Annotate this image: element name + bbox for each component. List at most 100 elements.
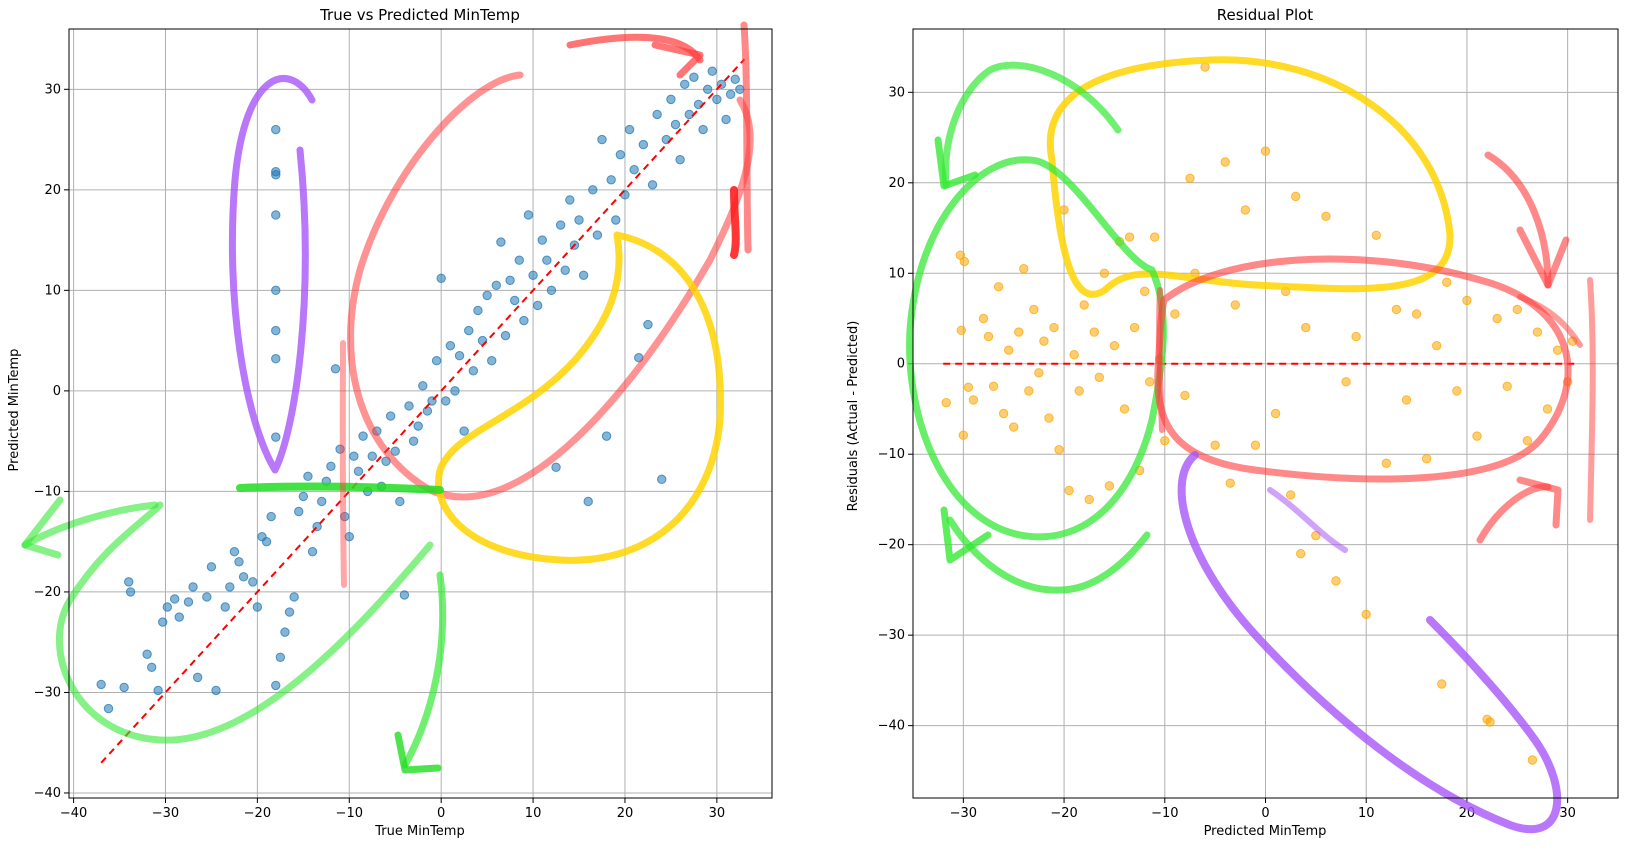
y-tick-label: 20: [44, 183, 61, 198]
data-point: [404, 401, 414, 411]
data-point: [523, 210, 534, 220]
data-point: [624, 124, 635, 135]
data-point: [565, 195, 575, 205]
data-point: [450, 386, 460, 396]
data-point: [487, 356, 497, 366]
data-point: [601, 431, 612, 441]
data-point: [978, 313, 989, 324]
data-point: [271, 680, 281, 691]
y-tick-label: −10: [34, 484, 61, 499]
data-point: [1119, 404, 1130, 414]
data-point: [238, 572, 249, 582]
data-point: [578, 270, 589, 280]
data-point: [941, 397, 951, 408]
data-point: [560, 265, 570, 275]
grid: [913, 29, 1618, 798]
data-point: [500, 330, 511, 341]
annotation-stroke: [228, 75, 316, 474]
data-point: [413, 421, 423, 431]
data-point: [528, 270, 538, 280]
data-point: [1260, 146, 1271, 156]
y-tick-label: −30: [34, 685, 61, 700]
data-point: [1485, 717, 1495, 727]
data-point: [468, 366, 479, 376]
data-point: [998, 408, 1009, 419]
data-point: [1361, 609, 1371, 620]
data-point: [712, 94, 722, 105]
x-tick-label: −20: [1050, 806, 1077, 821]
annotation-strokes: [21, 21, 754, 774]
data-point: [1285, 490, 1296, 500]
data-point: [491, 280, 502, 291]
data-point: [1170, 309, 1180, 319]
data-point: [234, 557, 244, 567]
x-axis-label: Predicted MinTemp: [1204, 824, 1327, 839]
data-point: [399, 590, 410, 600]
data-point: [1522, 435, 1533, 446]
data-point: [390, 446, 400, 456]
data-point: [993, 282, 1004, 292]
data-point: [275, 652, 286, 662]
y-tick-label: 30: [44, 82, 61, 97]
chart-title: Residual Plot: [1217, 6, 1314, 24]
data-point: [956, 325, 967, 335]
x-tick-label: −40: [60, 806, 87, 821]
annotation-stroke: [940, 506, 992, 564]
data-point: [698, 124, 708, 135]
data-point: [1462, 295, 1472, 306]
data-point: [248, 577, 258, 587]
data-point: [1411, 309, 1422, 319]
annotation-stroke: [946, 516, 1151, 594]
annotation-stroke: [1476, 483, 1552, 544]
data-point: [1421, 454, 1432, 464]
data-point: [1054, 444, 1064, 455]
data-point: [220, 602, 230, 612]
data-point: [675, 154, 685, 165]
y-axis-label: Residuals (Actual - Predicted): [846, 321, 861, 512]
data-point: [1049, 322, 1059, 333]
data-point: [702, 84, 713, 95]
data-point: [1552, 345, 1563, 355]
data-point: [611, 215, 621, 225]
data-point: [1150, 232, 1160, 242]
y-tick-label: 30: [888, 85, 905, 100]
data-point: [615, 149, 626, 160]
data-point: [192, 672, 203, 683]
x-tick-label: 0: [437, 806, 445, 821]
data-point: [1291, 191, 1301, 202]
data-point: [124, 577, 134, 587]
data-point: [183, 597, 194, 607]
chart-true-vs-predicted: True vs Predicted MinTemp True MinTemp P…: [7, 6, 773, 839]
data-point: [1225, 478, 1235, 488]
data-point: [555, 220, 566, 230]
data-point: [1124, 232, 1135, 242]
data-point: [271, 432, 281, 442]
y-axis-label: Predicted MinTemp: [7, 349, 22, 472]
data-point: [229, 547, 240, 557]
data-point: [344, 531, 354, 542]
data-point: [1139, 286, 1150, 297]
data-point: [142, 649, 152, 659]
y-tick-label: 0: [53, 384, 61, 399]
data-point: [298, 491, 309, 502]
data-point: [1099, 268, 1110, 278]
data-point: [519, 315, 529, 326]
chart-title: True vs Predicted MinTemp: [319, 6, 520, 24]
data-point: [96, 679, 106, 690]
annotation-stroke: [1517, 294, 1583, 348]
data-point: [1104, 481, 1115, 491]
y-tick-label: −20: [34, 585, 61, 600]
data-point: [606, 175, 616, 185]
data-point: [657, 474, 667, 485]
data-point: [1442, 277, 1452, 288]
data-point: [514, 255, 524, 265]
data-point: [1034, 368, 1044, 378]
data-point: [1003, 345, 1014, 355]
data-point: [147, 662, 157, 673]
y-tick-label: 10: [44, 283, 61, 298]
y-tick-label: −10: [878, 447, 905, 462]
data-point: [385, 411, 396, 421]
annotation-stroke: [1516, 226, 1570, 289]
data-point: [1472, 431, 1482, 441]
